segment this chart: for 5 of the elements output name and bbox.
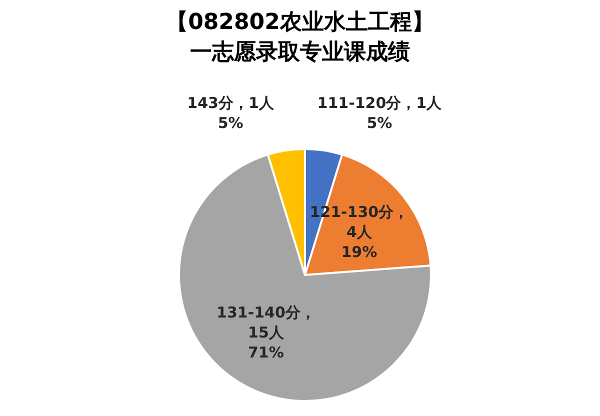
chart-title: 【082802农业水土工程】 [165,9,435,37]
slice-label: 131-140分， 15人 71% [216,303,316,362]
slice-label: 143分，1人 5% [187,94,275,132]
slice-label: 111-120分，1人 5% [317,94,443,132]
chart-subtitle: 一志愿录取专业课成绩 [189,39,411,67]
